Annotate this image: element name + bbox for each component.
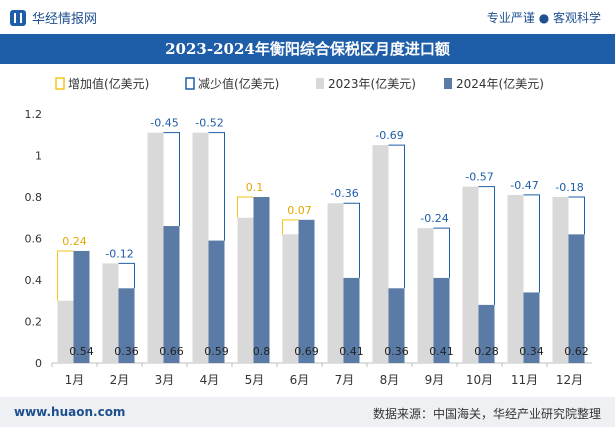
decrease-bracket [478, 186, 495, 305]
increase-bracket [57, 250, 74, 301]
bar-2023 [192, 132, 209, 363]
data-label-2024: 0.34 [519, 345, 544, 358]
x-tick-label: 3月 [155, 373, 175, 387]
bar-2023 [507, 194, 524, 363]
change-label: -0.52 [195, 117, 223, 130]
legend-label: 减少值(亿美元) [198, 76, 279, 91]
x-tick-label: 11月 [511, 373, 538, 387]
data-label-2024: 0.36 [114, 345, 139, 358]
bar-2024 [433, 277, 450, 363]
change-label: -0.36 [330, 187, 358, 200]
decrease-bracket [388, 144, 405, 289]
bar-2023 [417, 228, 434, 363]
y-tick-label: 1.2 [25, 108, 43, 121]
change-label: -0.69 [375, 129, 403, 142]
data-label-2024: 0.66 [159, 345, 184, 358]
x-tick-label: 12月 [556, 373, 583, 387]
x-tick-label: 2月 [110, 373, 130, 387]
y-tick-label: 0.2 [25, 316, 43, 329]
increase-bracket [282, 219, 299, 235]
y-tick-label: 0.4 [25, 274, 43, 287]
footer-source: 数据来源：中国海关，华经产业研究院整理 [372, 407, 601, 421]
bar-2023 [372, 145, 389, 363]
bar-2024 [208, 240, 225, 363]
y-tick-label: 0.6 [25, 233, 43, 246]
x-tick-label: 1月 [65, 373, 85, 387]
chart-title: 2023-2024年衡阳综合保税区月度进口额 [0, 34, 615, 64]
bar-2024 [478, 304, 495, 363]
bar-2024 [73, 250, 90, 363]
change-label: 0.24 [62, 235, 87, 248]
y-tick-label: 0 [35, 357, 42, 370]
legend-label: 增加值(亿美元) [68, 76, 149, 91]
top-bar: 华经情报网 专业严谨 ● 客观科学 [0, 0, 615, 34]
bar-2023 [462, 186, 479, 363]
bar-2023 [57, 300, 74, 363]
bar-2024 [568, 234, 585, 363]
brand-name: 华经情报网 [32, 12, 98, 27]
legend-swatch-2024 [444, 78, 452, 89]
legend-swatch-increase [55, 77, 65, 90]
data-label-2024: 0.41 [339, 345, 364, 358]
bar-2024 [163, 226, 180, 363]
data-label-2024: 0.28 [474, 345, 499, 358]
x-tick-label: 9月 [425, 373, 445, 387]
legend-swatch-decrease [185, 77, 195, 90]
decrease-bracket [118, 262, 135, 289]
increase-bracket [237, 196, 254, 218]
change-label: -0.57 [465, 171, 493, 184]
bar-2023 [327, 203, 344, 363]
bar-2024 [118, 288, 135, 363]
legend-label: 2024年(亿美元) [456, 76, 544, 91]
decrease-bracket [208, 132, 225, 241]
bar-2024 [388, 288, 405, 363]
slogan: 专业严谨 ● 客观科学 [486, 11, 601, 25]
bar-2024 [343, 277, 360, 363]
decrease-bracket [163, 132, 180, 227]
decrease-bracket [343, 202, 360, 278]
change-label: -0.12 [105, 247, 133, 260]
footer-website[interactable]: www.huaon.com [14, 405, 126, 419]
data-label-2024: 0.62 [564, 345, 589, 358]
x-tick-label: 6月 [290, 373, 310, 387]
footer: www.huaon.com 数据来源：中国海关，华经产业研究院整理 [0, 397, 615, 427]
bar-2024 [523, 292, 540, 363]
x-tick-label: 8月 [380, 373, 400, 387]
x-tick-label: 5月 [245, 373, 265, 387]
data-label-2024: 0.8 [253, 345, 271, 358]
change-label: 0.1 [246, 181, 264, 194]
y-tick-label: 1 [35, 150, 42, 163]
brand[interactable]: 华经情报网 [10, 8, 97, 27]
bar-2023 [102, 263, 119, 363]
change-label: -0.18 [555, 181, 583, 194]
change-label: 0.07 [287, 204, 312, 217]
bar-2023 [552, 197, 569, 363]
legend-label: 2023年(亿美元) [328, 76, 416, 91]
bar-2023 [237, 217, 254, 363]
decrease-bracket [523, 194, 540, 293]
decrease-bracket [433, 227, 450, 278]
data-label-2024: 0.36 [384, 345, 409, 358]
data-label-2024: 0.59 [204, 345, 229, 358]
data-label-2024: 0.69 [294, 345, 319, 358]
change-label: -0.24 [420, 212, 448, 225]
bar-2024 [298, 219, 315, 363]
bar-2023 [147, 132, 164, 363]
bar-2024 [253, 197, 270, 363]
x-tick-label: 10月 [466, 373, 493, 387]
data-label-2024: 0.54 [69, 345, 94, 358]
x-tick-label: 4月 [200, 373, 220, 387]
y-tick-label: 0.8 [25, 191, 43, 204]
bar-2023 [282, 234, 299, 363]
change-label: -0.45 [150, 117, 178, 130]
change-label: -0.47 [510, 179, 538, 192]
x-tick-label: 7月 [335, 373, 355, 387]
legend-swatch-2023 [316, 78, 324, 89]
decrease-bracket [568, 196, 585, 235]
logo-icon [10, 9, 26, 26]
data-label-2024: 0.41 [429, 345, 454, 358]
